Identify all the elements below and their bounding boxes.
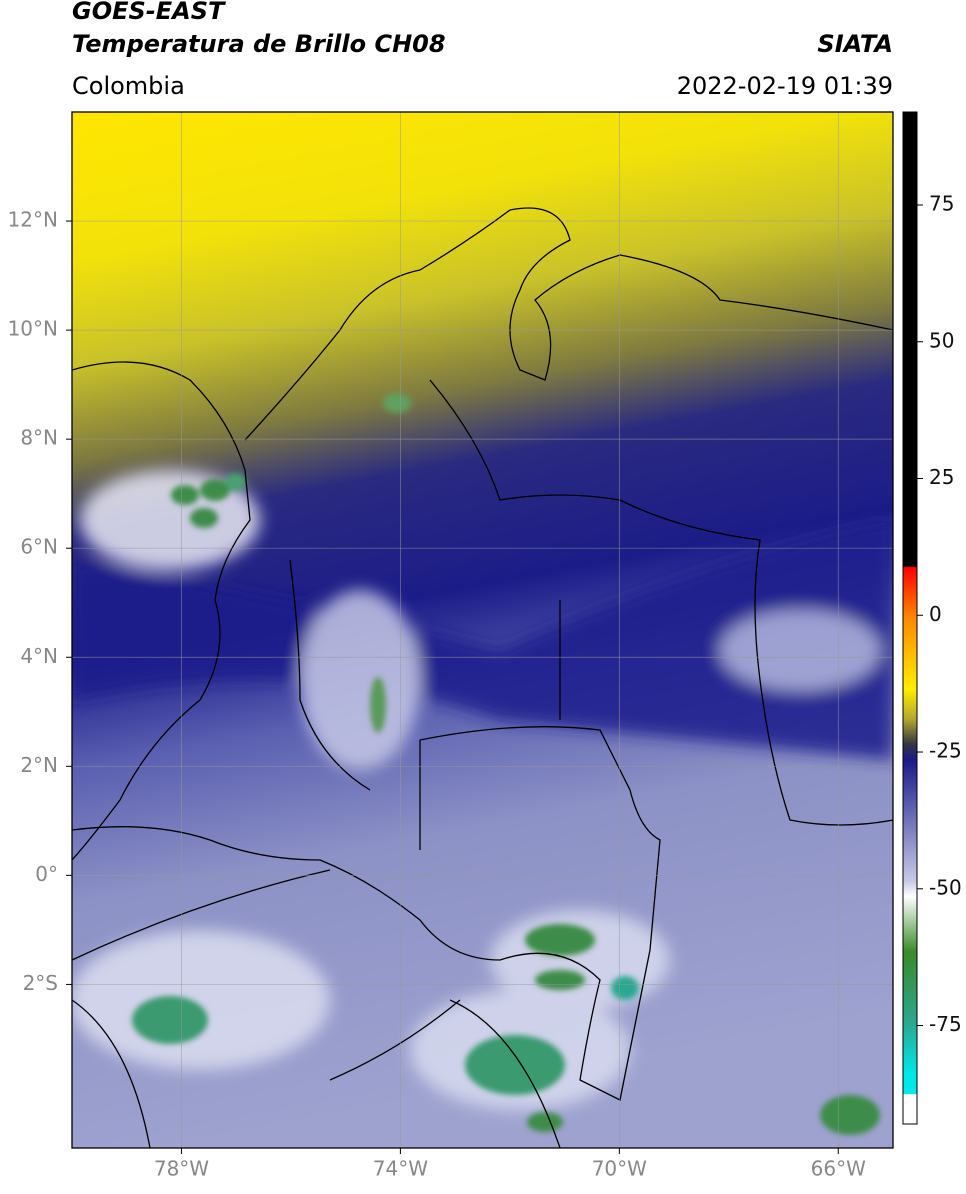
colorbar bbox=[902, 111, 918, 1125]
y-tick-label: 2°N bbox=[20, 753, 58, 777]
colorbar-tick-label: -25 bbox=[929, 739, 962, 763]
colorbar-tick-label: -75 bbox=[929, 1012, 962, 1036]
source: SIATA bbox=[817, 30, 893, 58]
y-tick-label: 6°N bbox=[20, 535, 58, 559]
map-frame bbox=[71, 111, 894, 1149]
x-tick-label: 74°W bbox=[373, 1157, 428, 1181]
subtitle: Temperatura de Brillo CH08 bbox=[72, 30, 446, 58]
colorbar-tick-label: 25 bbox=[929, 465, 954, 489]
x-tick-label: 66°W bbox=[811, 1157, 866, 1181]
y-tick-label: 2°S bbox=[23, 971, 58, 995]
x-tick-label: 78°W bbox=[154, 1157, 209, 1181]
colorbar-tick-label: 75 bbox=[929, 191, 954, 215]
y-tick-label: 12°N bbox=[8, 208, 58, 232]
y-tick-label: 8°N bbox=[20, 426, 58, 450]
timestamp: 2022-02-19 01:39 bbox=[677, 72, 893, 100]
region: Colombia bbox=[72, 72, 185, 100]
imagery bbox=[72, 112, 893, 1148]
y-tick-label: 10°N bbox=[8, 317, 58, 341]
y-tick-label: 0° bbox=[35, 862, 58, 886]
y-tick-label: 4°N bbox=[20, 644, 58, 668]
x-tick-label: 70°W bbox=[592, 1157, 647, 1181]
title: GOES-EAST bbox=[72, 0, 226, 25]
colorbar-tick-label: -50 bbox=[929, 875, 962, 899]
colorbar-tick-label: 50 bbox=[929, 328, 954, 352]
colorbar-tick-label: 0 bbox=[929, 602, 942, 626]
